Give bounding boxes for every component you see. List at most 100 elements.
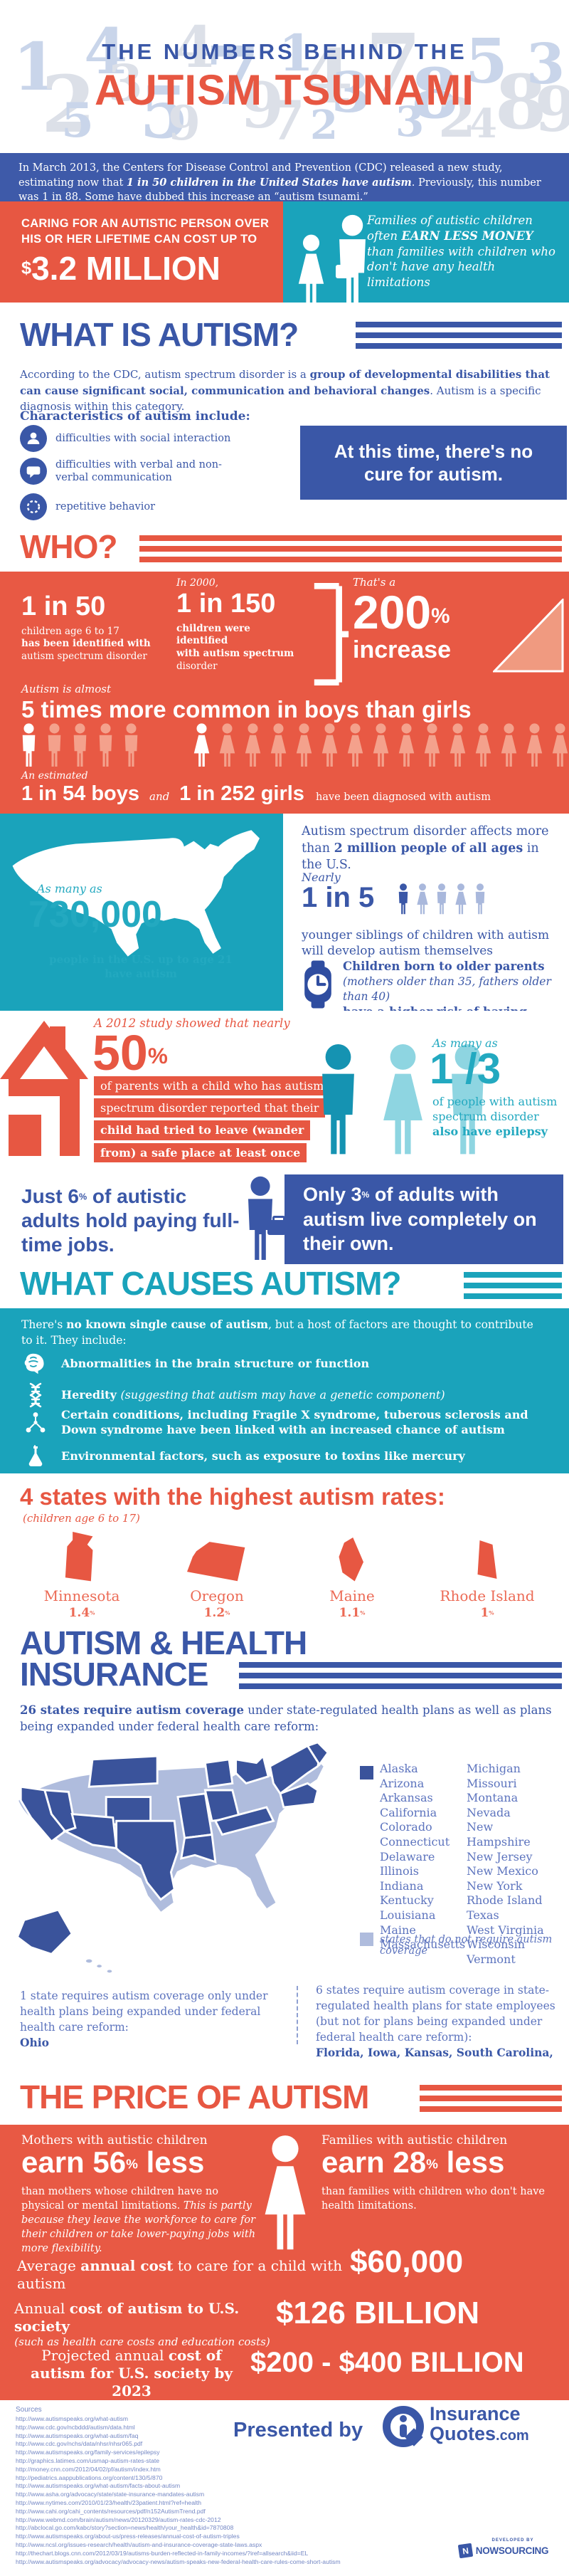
state-list-item: Vermont	[467, 1952, 516, 1966]
state-list-item: Kentucky	[380, 1893, 434, 1908]
state-list-item: California	[380, 1805, 437, 1819]
dna-icon	[21, 1382, 50, 1408]
state-list-item: New Jersey	[467, 1849, 533, 1863]
stat-1-in-150: In 2000, 1 in 150 children were identifi…	[176, 577, 294, 672]
logo-text-insurance: Insurance	[430, 2403, 521, 2424]
jobs-stat-text: Just 6% of autistic adults hold paying f…	[21, 1185, 240, 1256]
wander-epilepsy-section: A 2012 study showed that nearly 50% of p…	[0, 1011, 569, 1174]
footer: Sources http://www.autismspeaks.org/what…	[0, 2400, 569, 2576]
annual-care-cost-label: Average annual cost to care for a child …	[17, 2257, 343, 2292]
causes-heading: WHAT CAUSES AUTISM?	[20, 1266, 402, 1302]
source-url: http://www.asha.org/advocacy/state/state…	[16, 2491, 205, 2498]
state-list-item: Arkansas	[380, 1791, 433, 1805]
state-list-item: Arizona	[380, 1776, 425, 1790]
mother-icon	[256, 2135, 314, 2255]
state-list-item: Montana	[467, 1791, 519, 1805]
source-url: http://www.ncsl.org/issues-research/heal…	[16, 2540, 262, 2548]
source-url: http://www.cdc.gov/nchs/data/nhsr/nhsr06…	[16, 2440, 143, 2448]
who-heading: WHO?	[20, 530, 118, 565]
cause-conditions: Certain conditions, including Fragile X …	[21, 1408, 552, 1438]
state-list-item: Rhode Island	[467, 1893, 543, 1908]
source-url: http://www.cdc.gov/ncbddd/autism/data.ht…	[16, 2423, 135, 2431]
state-list-item: Texas	[467, 1908, 499, 1922]
source-url: http://www.autismspeaks.org/what-autism/…	[16, 2482, 181, 2490]
cost-line-2: HIS OR HER LIFETIME CAN COST UP TO	[21, 233, 257, 246]
top-states-subheading: (children age 6 to 17)	[23, 1512, 140, 1525]
society-cost-value: $126 BILLION	[276, 2296, 480, 2330]
presented-by-label: Presented by	[233, 2419, 363, 2441]
state-list-item: Louisiana	[380, 1908, 436, 1922]
state-list-item: Maine	[380, 1923, 416, 1937]
state-list-item: Illinois	[380, 1864, 419, 1878]
source-url: http://www.autismspeaks.org/about-us/pre…	[16, 2533, 240, 2540]
source-url: http://graphics.latimes.com/usmap-autism…	[16, 2456, 160, 2464]
logo-text-quotes: Quotes.com	[430, 2423, 529, 2444]
girls-stat: 1 in 252 girls	[179, 782, 304, 805]
map-value: 730,000	[28, 894, 162, 935]
epilepsy-lead: As many as	[432, 1036, 498, 1050]
insurance-heading-2: INSURANCE	[20, 1656, 208, 1693]
briefcase-icon	[336, 265, 351, 278]
state-list-item: Indiana	[380, 1878, 424, 1893]
nowsourcing-logo-icon: N	[457, 2543, 473, 2559]
covered-states-column-1: Alaska Arizona Arkansas California Colorado C…	[380, 1762, 466, 1952]
heading-stripes	[139, 532, 562, 566]
state-list-item: West Virginia	[467, 1923, 544, 1937]
minnesota-shape-icon	[65, 1529, 99, 1583]
siblings-text: younger siblings of children with autism…	[302, 928, 550, 959]
families-earn-stat: earn 28% less	[321, 2145, 505, 2179]
girls-icon-row	[191, 723, 569, 767]
rhode-island-shape-icon	[475, 1529, 499, 1583]
intro-banner: In March 2013, the Centers for Disease C…	[0, 153, 569, 201]
state-list-item: Connecticut	[380, 1834, 450, 1849]
one-state-note: 1 state requires autism coverage only un…	[20, 1989, 268, 2049]
top-states-heading: 4 states with the highest autism rates:	[20, 1483, 445, 1510]
developer-credit: DEVELOPED BY N NOWSOURCING	[455, 2538, 552, 2559]
oregon-shape-icon	[187, 1529, 247, 1583]
mothers-earn-text: than mothers whose children have no phys…	[21, 2186, 256, 2254]
earn-less-text: Families of autistic children often EARN…	[367, 214, 555, 290]
source-url: http://www.autismspeaks.org/what-autism/…	[16, 2432, 139, 2439]
heading-stripes	[356, 318, 562, 352]
mothers-lead: Mothers with autistic children	[21, 2133, 208, 2147]
state-oregon: Oregon 1.2%	[149, 1529, 284, 1620]
boys-icon-row	[18, 723, 142, 767]
cause-heredity: Heredity (suggesting that autism may hav…	[21, 1382, 552, 1408]
coverage-legend-swatch	[360, 1766, 373, 1779]
intro-paragraph: In March 2013, the Centers for Disease C…	[18, 162, 541, 201]
price-heading-row: THE PRICE OF AUTISM	[0, 2061, 569, 2125]
top-states-section: 4 states with the highest autism rates: …	[0, 1473, 569, 1626]
watch-icon	[304, 960, 331, 1009]
source-url: http://www.nytimes.com/2010/01/23/health…	[16, 2498, 202, 2506]
insurancequotes-logo-icon	[383, 2406, 424, 2447]
briefcase-icon	[267, 1216, 286, 1235]
title-line-1: THE NUMBERS BEHIND THE	[102, 39, 467, 64]
cost-banner: CARING FOR AN AUTISTIC PERSON OVER HIS O…	[0, 201, 569, 303]
state-rhode-island: Rhode Island 1%	[420, 1529, 555, 1620]
increase-triangle-icon	[493, 599, 564, 673]
stat-1-in-50: 1 in 50 children age 6 to 17 has been id…	[21, 592, 151, 662]
causes-band: There's no known single cause of autism,…	[0, 1308, 569, 1473]
state-list-item: Massachusetts	[380, 1938, 466, 1952]
independence-section: Just 6% of autistic adults hold paying f…	[0, 1174, 569, 1266]
boys-stat: 1 in 54 boys	[21, 782, 140, 805]
society-cost-label: Annual cost of autism to U.S. society (su…	[14, 2300, 270, 2348]
map-lead: As many as	[37, 882, 102, 895]
source-url: http://www.autismspeaks.org/what-autism	[16, 2415, 129, 2422]
characteristics-title: Characteristics of autism include:	[20, 409, 250, 424]
causes-heading-row: WHAT CAUSES AUTISM?	[0, 1266, 569, 1308]
source-url: http://www.autismspeaks.org/advocacy/adv…	[16, 2557, 341, 2565]
earn-less-panel: Families of autistic children often EARN…	[283, 201, 569, 303]
stat-200-increase: That's a 200% increase	[353, 576, 451, 663]
source-url: http://abclocal.go.com/kabc/story?sectio…	[16, 2524, 234, 2532]
us-prevalence-section: As many as 730,000 people in the U.S. up…	[0, 814, 569, 1011]
siblings-icon-row	[395, 883, 488, 915]
heading-stripes	[464, 1268, 562, 1303]
older-parents-note: Children born to older parents (mothers …	[343, 960, 551, 1011]
state-list-item: New York	[467, 1878, 523, 1893]
wander-lead: A 2012 study showed that nearly	[94, 1016, 290, 1030]
insurance-paragraph: 26 states require autism coverage under …	[20, 1703, 552, 1734]
mothers-earn-stat: earn 56% less	[21, 2145, 205, 2179]
top-states-row: Minnesota 1.4% Oregon 1.2% Maine 1.1%	[14, 1529, 555, 1620]
